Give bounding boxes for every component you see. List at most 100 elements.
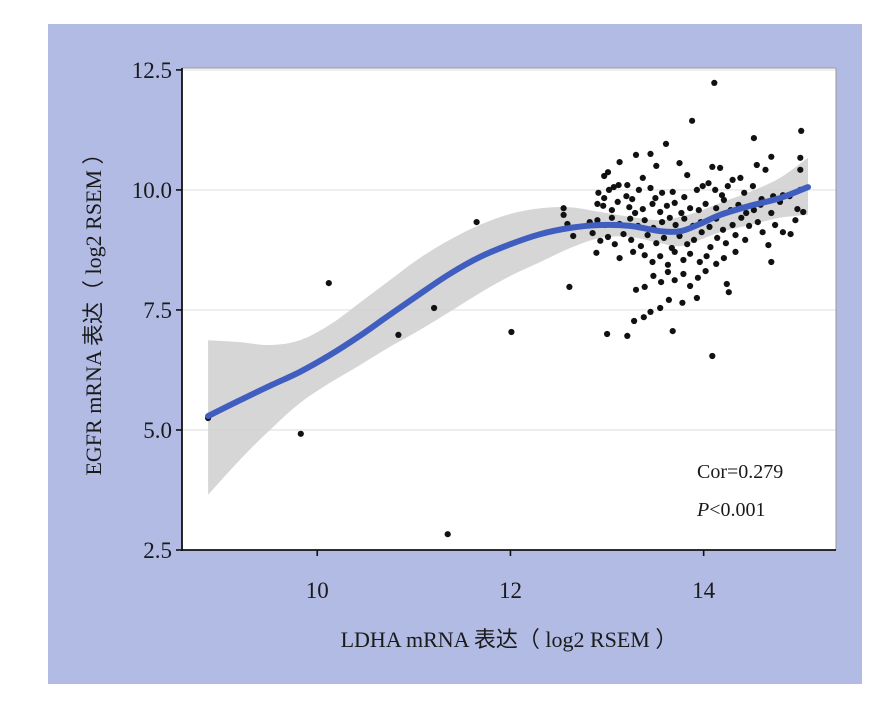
data-point: [444, 531, 451, 538]
data-point: [560, 205, 567, 212]
data-point: [600, 202, 607, 209]
data-point: [616, 159, 623, 166]
data-point: [698, 229, 705, 236]
data-point: [297, 430, 304, 437]
data-point: [628, 236, 635, 243]
y-tick-label: 12.5: [132, 58, 172, 83]
y-axis-title: EGFR mRNA 表达（ log2 RSEM ）: [81, 142, 106, 475]
data-point: [738, 214, 745, 221]
x-axis-title: LDHA mRNA 表达（ log2 RSEM ）: [341, 627, 678, 652]
data-point: [431, 304, 438, 312]
data-point: [722, 240, 730, 247]
data-point: [695, 207, 702, 214]
y-tick-label: 7.5: [143, 298, 172, 323]
data-point: [665, 296, 673, 303]
data-point: [765, 242, 772, 249]
data-point: [681, 194, 688, 201]
data-point: [705, 180, 712, 187]
data-point: [605, 186, 613, 193]
y-tick-label: 2.5: [143, 538, 172, 563]
data-point: [798, 127, 805, 134]
data-point: [641, 217, 648, 224]
data-point: [676, 160, 683, 167]
data-point: [750, 207, 758, 214]
data-point: [768, 153, 775, 160]
x-tick-label: 10: [306, 578, 329, 603]
data-point: [589, 230, 596, 237]
data-point: [768, 258, 775, 266]
data-point: [711, 79, 718, 86]
data-point: [762, 166, 769, 173]
x-tick-label: 12: [499, 578, 522, 603]
data-point: [684, 241, 691, 248]
data-point: [699, 183, 706, 190]
data-point: [640, 314, 647, 321]
data-point: [702, 200, 709, 207]
data-point: [604, 233, 612, 241]
data-point: [325, 280, 332, 287]
data-point: [627, 215, 634, 222]
data-point: [759, 229, 766, 236]
data-point: [641, 283, 648, 290]
data-point: [680, 270, 687, 278]
data-point: [508, 328, 515, 336]
p-symbol: P: [696, 499, 709, 521]
data-point: [653, 162, 660, 169]
data-point: [639, 174, 646, 181]
data-point: [659, 189, 666, 196]
data-point: [687, 205, 694, 212]
data-point: [746, 222, 753, 229]
data-point: [750, 135, 758, 142]
data-point: [687, 282, 694, 290]
data-point: [689, 117, 696, 124]
data-point: [637, 243, 645, 250]
data-point: [719, 226, 727, 233]
data-point: [652, 195, 659, 202]
data-point: [787, 231, 794, 238]
data-point: [681, 215, 688, 222]
data-point: [595, 189, 602, 196]
data-point: [594, 200, 601, 207]
data-point: [395, 331, 402, 338]
data-point: [724, 183, 731, 190]
data-point: [741, 189, 748, 196]
data-point: [794, 206, 801, 213]
data-point: [672, 221, 679, 229]
x-tick-label: 14: [692, 578, 716, 603]
data-point: [772, 221, 779, 229]
data-point: [608, 214, 616, 221]
data-point: [650, 272, 657, 279]
data-point: [707, 244, 714, 251]
data-point: [604, 330, 611, 338]
data-point: [713, 205, 720, 212]
cor-annotation: Cor=0.279: [697, 461, 783, 483]
y-tick-label: 5.0: [143, 418, 172, 443]
data-point: [779, 229, 787, 236]
data-point: [594, 217, 601, 224]
data-point: [718, 192, 726, 199]
data-point: [473, 219, 480, 226]
ticks: 2.5 5.0 7.5 10.0 12.5 10 12 14: [132, 58, 716, 603]
data-point: [693, 294, 701, 302]
data-point: [753, 161, 760, 169]
data-point: [696, 258, 703, 266]
data-point: [611, 241, 618, 248]
data-point: [632, 286, 640, 293]
data-point: [729, 221, 736, 229]
data-point: [723, 280, 730, 288]
data-point: [601, 195, 608, 202]
data-point: [593, 249, 600, 256]
data-point: [800, 208, 807, 216]
data-point: [610, 184, 617, 191]
data-point: [658, 279, 665, 286]
data-point: [657, 304, 664, 312]
data-point: [679, 299, 686, 306]
data-point: [641, 252, 648, 259]
data-point: [608, 207, 616, 214]
data-point: [560, 211, 567, 218]
data-point: [632, 209, 639, 217]
data-point: [729, 176, 736, 183]
points-layer: [205, 79, 807, 538]
data-point: [601, 172, 608, 180]
data-point: [754, 219, 761, 226]
